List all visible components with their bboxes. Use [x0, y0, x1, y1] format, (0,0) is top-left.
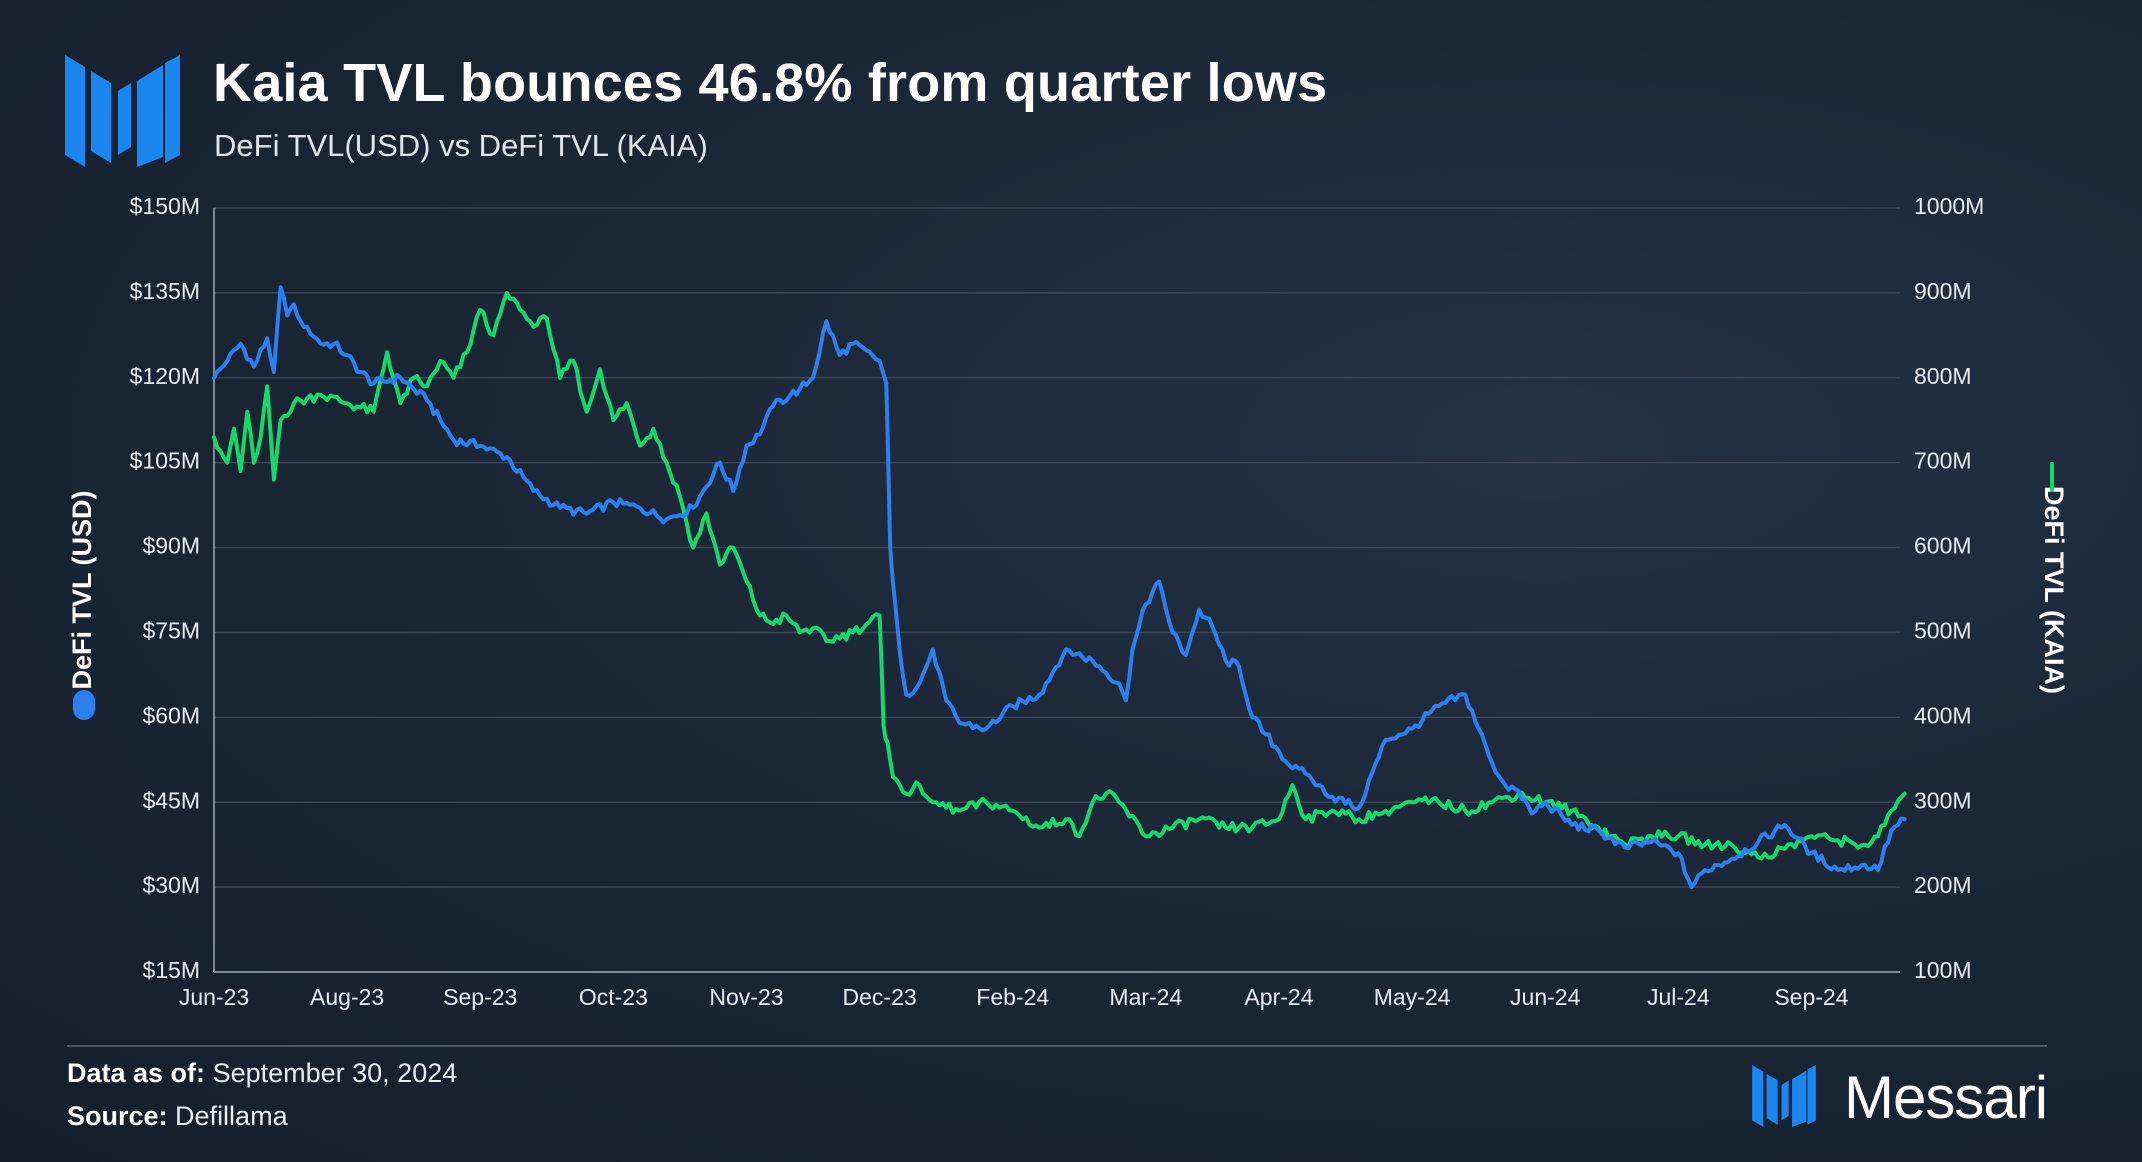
data-as-of: Data as of: September 30, 2024 [67, 1058, 458, 1088]
left-axis-title: DeFi TVL (USD) [67, 490, 97, 720]
y-left-tick-label: $120M [130, 363, 200, 389]
y-right-tick-label: 600M [1914, 533, 1972, 559]
x-tick-label: Feb-24 [976, 984, 1049, 1010]
y-right-tick-label: 700M [1914, 448, 1972, 474]
y-left-tick-label: $75M [142, 618, 200, 644]
y-left-tick-label: $30M [142, 872, 200, 898]
footer-divider [67, 1045, 2047, 1047]
source-line: Source: Defillama [67, 1101, 288, 1131]
x-tick-label: Mar-24 [1109, 984, 1182, 1010]
series-line-usd [212, 285, 1907, 890]
y-left-tick-label: $150M [130, 193, 200, 219]
x-tick-label: Dec-23 [843, 984, 917, 1010]
y-left-tick-label: $60M [142, 702, 200, 728]
grid-lines [214, 207, 1900, 888]
series-lines [212, 285, 1907, 890]
y-right-tick-label: 900M [1914, 278, 1972, 304]
left-legend-swatch [73, 690, 95, 720]
y-right-tick-label: 300M [1914, 787, 1972, 813]
right-axis-title: DeFi TVL (KAIA) [2039, 462, 2069, 694]
x-tick-label: Sep-24 [1774, 984, 1848, 1010]
x-tick-label: Sep-23 [443, 984, 517, 1010]
y-right-tick-label: 400M [1914, 702, 1972, 728]
messari-brand-icon [1752, 1065, 1816, 1127]
x-tick-label: Oct-23 [579, 984, 648, 1010]
x-tick-label: May-24 [1374, 984, 1451, 1010]
right-legend-swatch [2050, 462, 2054, 492]
y-left-tick-label: $45M [142, 787, 200, 813]
tvl-line-chart: $150M $135M $120M $105M $90M $75M $60M $45M $30M… [67, 193, 2069, 1011]
y-right-tick-label: 100M [1914, 957, 1972, 983]
left-axis-label: DeFi TVL (USD) [67, 490, 97, 689]
x-tick-label: Apr-24 [1244, 984, 1313, 1010]
y-left-tick-label: $90M [142, 533, 200, 559]
right-axis-label: DeFi TVL (KAIA) [2039, 486, 2069, 694]
messari-logo-icon [65, 55, 180, 167]
y-left-tick-label: $105M [130, 448, 200, 474]
y-right-tick-label: 500M [1914, 618, 1972, 644]
x-tick-label: Nov-23 [709, 984, 783, 1010]
y-right-tick-label: 1000M [1914, 193, 1984, 219]
x-tick-label: Jun-24 [1510, 984, 1581, 1010]
y-left-tick-label: $15M [142, 957, 200, 983]
x-tick-label: Jul-24 [1647, 984, 1710, 1010]
y-left-tick-label: $135M [130, 278, 200, 304]
messari-brand: Messari [1752, 1064, 2052, 1131]
y-right-tick-label: 800M [1914, 363, 1972, 389]
right-axis-ticks: 1000M 900M 800M 700M 600M 500M 400M 300M 200M 100… [1914, 193, 1984, 983]
x-tick-label: Aug-23 [310, 984, 384, 1010]
left-axis-ticks: $150M $135M $120M $105M $90M $75M $60M $45M $30M… [130, 193, 200, 983]
chart-subtitle: DeFi TVL(USD) vs DeFi TVL (KAIA) [214, 128, 708, 163]
chart-title: Kaia TVL bounces 46.8% from quarter lows [213, 53, 1328, 113]
y-right-tick-label: 200M [1914, 872, 1972, 898]
x-tick-label: Jun-23 [179, 984, 249, 1010]
brand-wordmark: Messari [1844, 1064, 2048, 1131]
x-axis-ticks: Jun-23 Aug-23 Sep-23 Oct-23 Nov-23 Dec-23 Feb-… [179, 984, 1849, 1010]
